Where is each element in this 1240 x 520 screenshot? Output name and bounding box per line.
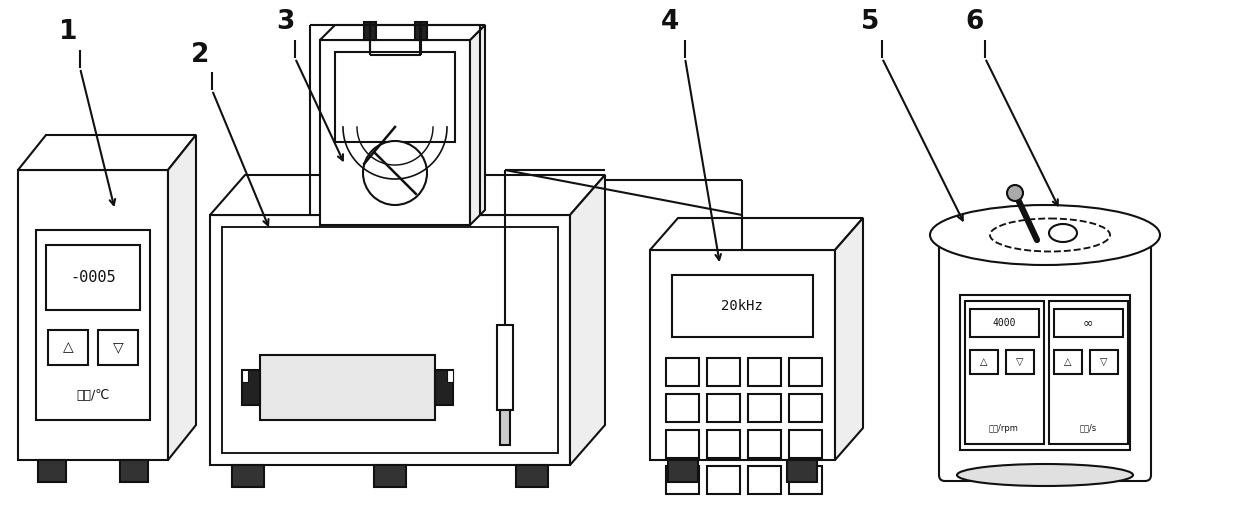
- Bar: [374, 465, 405, 487]
- Bar: [707, 430, 740, 458]
- Text: △: △: [1064, 357, 1071, 367]
- Text: 4: 4: [661, 9, 680, 35]
- Text: 20kHz: 20kHz: [722, 299, 763, 313]
- Bar: [650, 250, 835, 460]
- Bar: [965, 301, 1044, 444]
- Polygon shape: [470, 25, 485, 225]
- Bar: [789, 358, 822, 386]
- Bar: [787, 460, 817, 482]
- Bar: [38, 460, 66, 482]
- Text: -0005: -0005: [71, 269, 115, 284]
- Bar: [335, 52, 455, 142]
- Bar: [668, 460, 698, 482]
- Circle shape: [363, 141, 427, 205]
- Bar: [748, 358, 781, 386]
- Bar: [1006, 350, 1034, 374]
- Bar: [435, 370, 453, 405]
- Bar: [414, 22, 427, 40]
- Polygon shape: [167, 135, 196, 460]
- Bar: [789, 430, 822, 458]
- Bar: [707, 394, 740, 422]
- Text: 3: 3: [275, 9, 294, 35]
- Bar: [1090, 350, 1118, 374]
- Bar: [98, 330, 138, 365]
- Bar: [1054, 309, 1123, 337]
- Ellipse shape: [930, 205, 1159, 265]
- Bar: [748, 466, 781, 494]
- Bar: [210, 215, 570, 465]
- Text: ∞: ∞: [1083, 317, 1094, 330]
- Bar: [748, 430, 781, 458]
- Bar: [707, 358, 740, 386]
- FancyBboxPatch shape: [939, 229, 1151, 481]
- Text: △: △: [63, 340, 73, 354]
- Bar: [672, 275, 813, 337]
- Bar: [363, 22, 376, 40]
- Bar: [789, 394, 822, 422]
- Polygon shape: [835, 218, 863, 460]
- Text: 温度/℃: 温度/℃: [77, 388, 109, 401]
- Bar: [516, 465, 548, 487]
- Text: ▽: ▽: [1100, 357, 1107, 367]
- Bar: [260, 355, 435, 420]
- Text: ▽: ▽: [1017, 357, 1024, 367]
- Ellipse shape: [990, 218, 1110, 252]
- Polygon shape: [320, 25, 485, 40]
- Polygon shape: [570, 175, 605, 465]
- Ellipse shape: [1049, 224, 1078, 242]
- Bar: [222, 227, 558, 453]
- Bar: [666, 466, 699, 494]
- Bar: [970, 350, 998, 374]
- Circle shape: [1007, 185, 1023, 201]
- Bar: [666, 394, 699, 422]
- Bar: [36, 230, 150, 420]
- Text: 4000: 4000: [992, 318, 1016, 328]
- Bar: [497, 325, 513, 410]
- Bar: [1049, 301, 1128, 444]
- Ellipse shape: [957, 464, 1133, 486]
- Text: 时间/s: 时间/s: [1079, 423, 1096, 433]
- Text: 6: 6: [966, 9, 985, 35]
- Text: 1: 1: [58, 19, 77, 45]
- Bar: [320, 40, 470, 225]
- Bar: [242, 370, 260, 405]
- Polygon shape: [650, 218, 863, 250]
- Bar: [1054, 350, 1083, 374]
- Text: 5: 5: [861, 9, 879, 35]
- Text: ▽: ▽: [113, 340, 123, 354]
- Text: 转速/rpm: 转速/rpm: [990, 423, 1019, 433]
- Bar: [748, 394, 781, 422]
- Bar: [666, 430, 699, 458]
- Bar: [46, 245, 140, 310]
- Bar: [446, 370, 453, 382]
- Bar: [960, 295, 1130, 450]
- Bar: [707, 466, 740, 494]
- Text: △: △: [981, 357, 988, 367]
- Polygon shape: [210, 175, 605, 215]
- Polygon shape: [19, 135, 196, 170]
- Bar: [19, 170, 167, 460]
- Bar: [120, 460, 148, 482]
- Bar: [242, 370, 248, 382]
- Bar: [970, 309, 1039, 337]
- Bar: [232, 465, 264, 487]
- Text: 2: 2: [191, 42, 210, 68]
- Bar: [666, 358, 699, 386]
- Bar: [500, 410, 510, 445]
- Bar: [789, 466, 822, 494]
- Bar: [48, 330, 88, 365]
